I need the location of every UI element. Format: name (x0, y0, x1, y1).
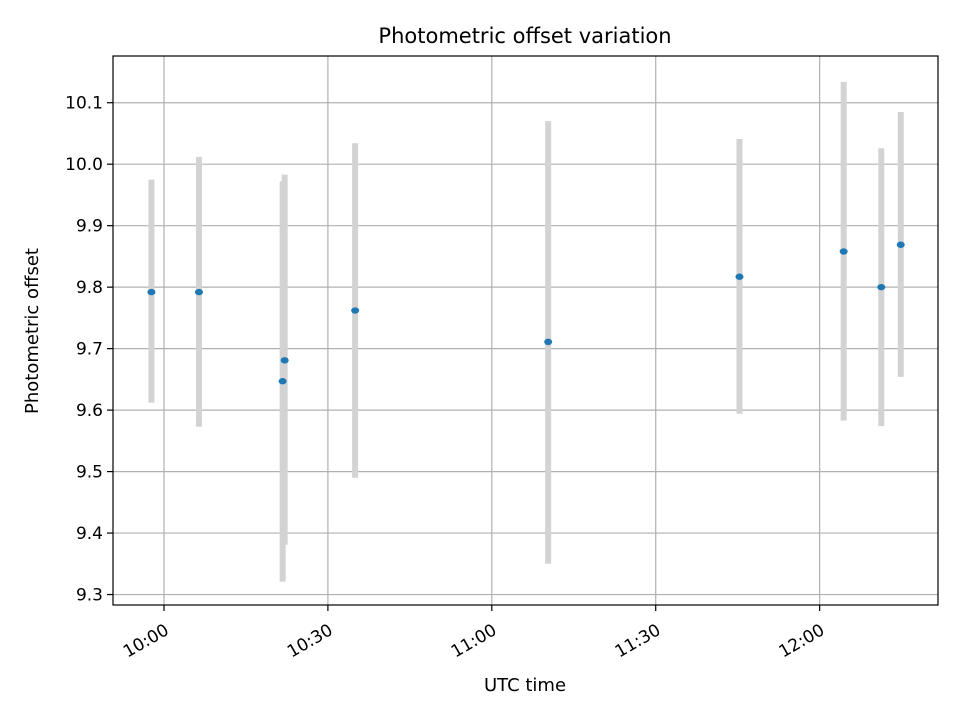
y-axis-ticks: 9.3 9.4 9.5 9.6 9.7 9.8 9.9 10.0 10.1 (65, 94, 113, 606)
grid-lines (113, 56, 938, 605)
y-tick-label: 9.5 (76, 463, 103, 483)
data-point (877, 283, 886, 291)
plot-frame (112, 55, 939, 606)
y-tick-label: 9.7 (76, 340, 103, 360)
y-tick-label: 9.8 (76, 278, 103, 298)
data-point (351, 307, 360, 314)
data-point (896, 241, 905, 248)
y-tick-label: 9.3 (76, 586, 103, 606)
data-point (280, 357, 289, 364)
y-tick-label: 10.1 (65, 94, 103, 114)
data-point (735, 273, 744, 280)
data-point (194, 288, 203, 296)
plot-area-background (113, 56, 938, 605)
data-point (278, 378, 287, 385)
y-axis-label: Photometric offset (22, 248, 43, 414)
x-axis-label: UTC time (484, 675, 566, 696)
data-point (544, 338, 553, 346)
chart-title: Photometric offset variation (378, 24, 671, 48)
y-tick-label: 9.4 (76, 524, 103, 544)
y-tick-label: 10.0 (65, 155, 103, 175)
y-tick-label: 9.9 (76, 217, 103, 237)
data-points (147, 241, 905, 385)
data-point (839, 248, 848, 255)
y-tick-label: 9.6 (76, 401, 103, 421)
data-point (147, 288, 156, 296)
